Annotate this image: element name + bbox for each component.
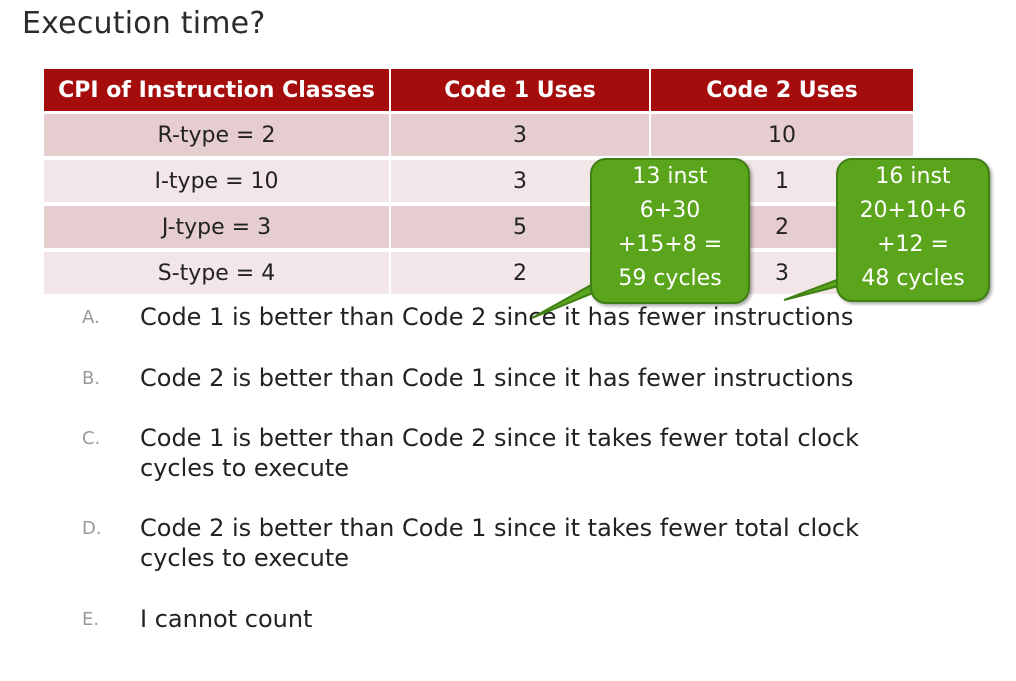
cpi-cell: I-type = 10 (44, 158, 391, 206)
option-letter: E. (82, 609, 100, 630)
cpi-cell: R-type = 2 (44, 112, 391, 160)
callout-line: 59 cycles (618, 266, 722, 291)
table-row: J-type = 3 5 2 (44, 204, 913, 252)
callout-line: 16 inst (875, 164, 951, 189)
header-cpi-classes: CPI of Instruction Classes (44, 69, 391, 114)
callout-line: 20+10+6 (859, 198, 967, 223)
option-letter: D. (82, 518, 102, 539)
callout-line: 13 inst (632, 164, 708, 189)
table-row: R-type = 2 3 10 (44, 112, 913, 160)
option-text: Code 2 is better than Code 1 since it ha… (140, 364, 854, 392)
option-text: Code 1 is better than Code 2 since it ta… (140, 424, 859, 482)
table-row: I-type = 10 3 1 (44, 158, 913, 206)
option-letter: A. (82, 307, 100, 328)
table-row: S-type = 4 2 3 (44, 250, 913, 298)
option-letter: B. (82, 368, 101, 389)
header-code1-uses: Code 1 Uses (390, 69, 651, 114)
option-text: Code 2 is better than Code 1 since it ta… (140, 514, 859, 572)
slide-title: Execution time? (22, 6, 266, 41)
code1-cell: 3 (390, 112, 651, 160)
header-code2-uses: Code 2 Uses (650, 69, 913, 114)
option-text: I cannot count (140, 605, 313, 633)
option-letter: C. (82, 428, 101, 449)
callout-code2-cycles: 16 inst 20+10+6 +12 = 48 cycles (836, 158, 990, 302)
option-text: Code 1 is better than Code 2 since it ha… (140, 303, 854, 331)
cpi-cell: S-type = 4 (44, 250, 391, 298)
callout-line: 48 cycles (861, 266, 965, 291)
code2-cell: 10 (650, 112, 913, 160)
callout-code1-cycles: 13 inst 6+30 +15+8 = 59 cycles (590, 158, 750, 304)
callout-line: 6+30 (639, 198, 701, 223)
cpi-table: CPI of Instruction Classes Code 1 Uses C… (44, 69, 913, 298)
callout-line: +12 = (877, 232, 949, 257)
cpi-cell: J-type = 3 (44, 204, 391, 252)
callout-line: +15+8 = (617, 232, 723, 257)
table-header-row: CPI of Instruction Classes Code 1 Uses C… (44, 69, 913, 114)
